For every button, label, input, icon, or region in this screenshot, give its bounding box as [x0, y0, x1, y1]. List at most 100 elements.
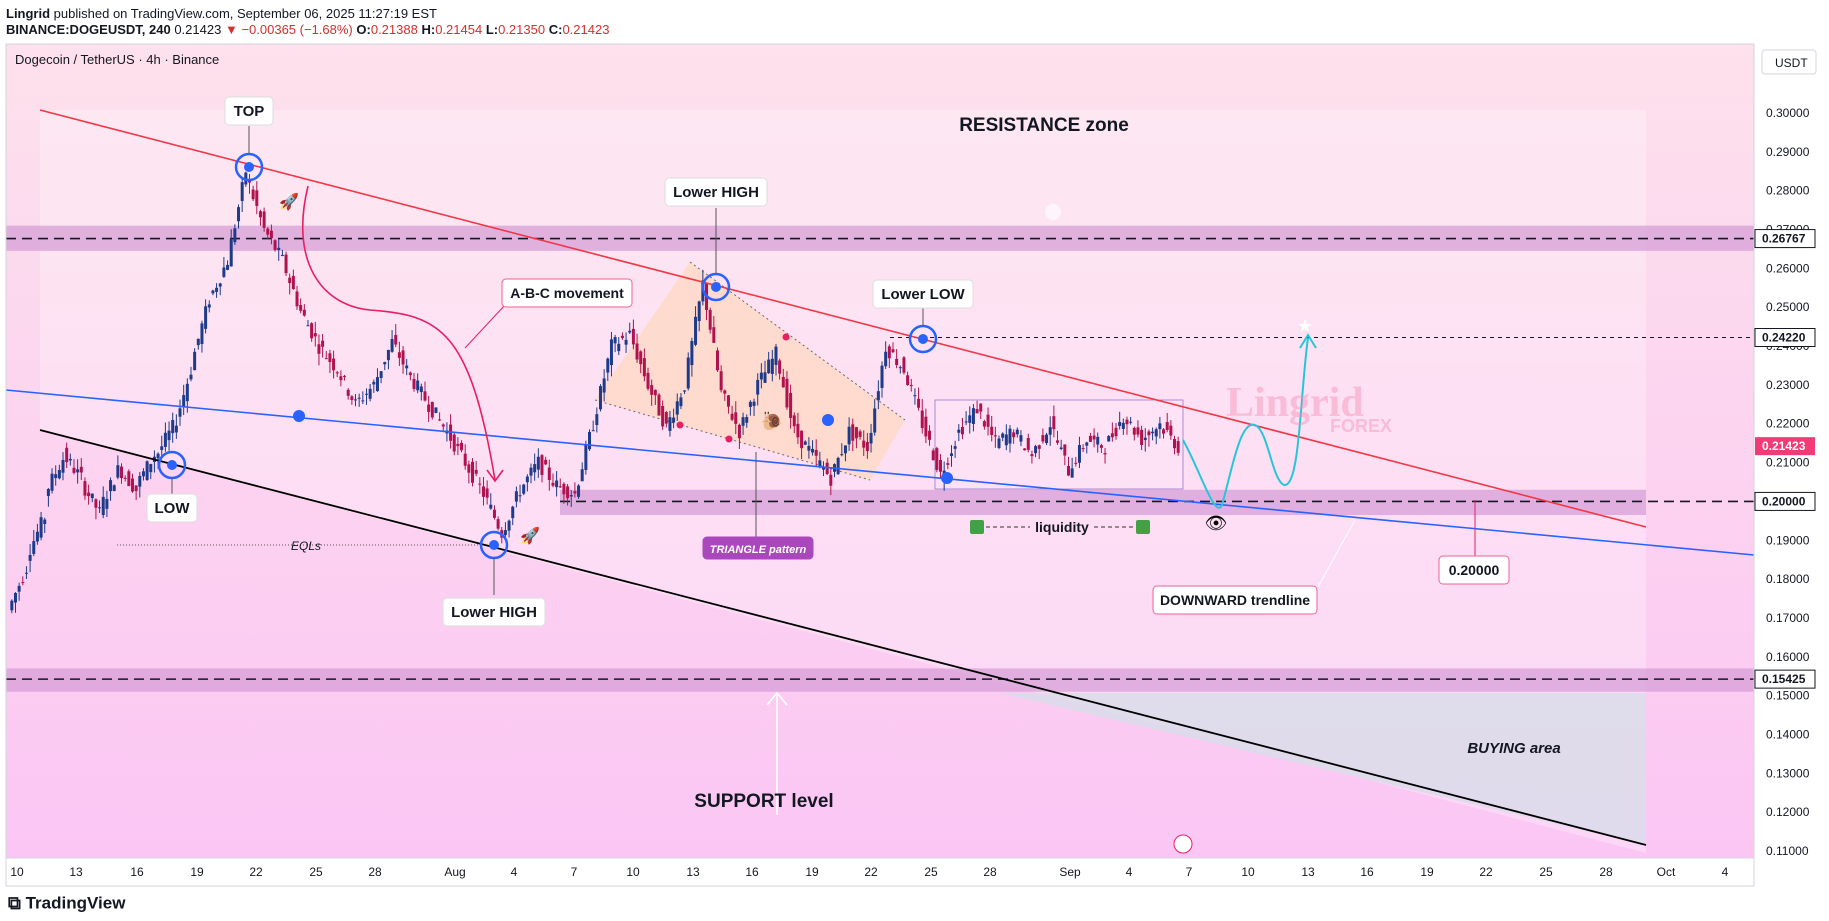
candle-body	[544, 459, 548, 465]
price-callout-label-box	[1438, 555, 1510, 585]
low-label-box	[146, 493, 198, 523]
candle-body	[1096, 436, 1100, 445]
symbol-label: BINANCE:DOGEUSDT, 240	[6, 22, 171, 37]
x-tick-label: 10	[10, 865, 24, 879]
time-axis-panel[interactable]	[6, 858, 1754, 886]
y-tick-label: 0.25000	[1766, 300, 1810, 314]
candle-body	[1151, 431, 1155, 434]
pivot-dot	[782, 333, 790, 341]
y-tick-label: 0.22000	[1766, 417, 1810, 431]
candle-body	[613, 337, 617, 344]
lower-high-label-1-text: Lower HIGH	[673, 184, 759, 201]
x-tick-label: 7	[571, 865, 578, 879]
eye-icon: 👁	[1205, 513, 1228, 533]
author-name[interactable]: Lingrid	[6, 6, 51, 21]
zone-support	[6, 668, 1754, 692]
candle-body	[215, 287, 219, 292]
candle-body	[920, 410, 924, 429]
candle-body	[160, 446, 164, 450]
triangle-label-text: TRIANGLE pattern	[710, 544, 807, 556]
candle-body	[1114, 427, 1118, 437]
candle-body	[258, 211, 262, 218]
candle-body	[229, 239, 233, 267]
candle-body	[1169, 425, 1173, 436]
candle-body	[496, 519, 500, 529]
candle-body	[222, 267, 226, 277]
tradingview-logo[interactable]: ⧉ TradingView	[8, 893, 125, 914]
candle-body	[226, 264, 230, 270]
candle-body	[492, 509, 496, 518]
candle-body	[964, 421, 968, 423]
x-tick-label: 10	[1241, 865, 1255, 879]
x-tick-label: 22	[1479, 865, 1493, 879]
candle-body	[800, 430, 804, 449]
price-callout-label-text: 0.20000	[1449, 562, 1500, 578]
plot-frame	[5, 43, 1755, 887]
eqls-label: EQLs	[291, 539, 321, 553]
candle-body	[123, 477, 127, 479]
candle-body	[869, 432, 873, 444]
abc-label-text: A-B-C movement	[510, 285, 624, 301]
currency-button[interactable]	[1761, 49, 1817, 75]
low-label-text: LOW	[155, 500, 191, 517]
top-label-text: TOP	[234, 103, 265, 120]
candle-body	[518, 495, 522, 497]
lightning-icon	[1173, 834, 1193, 854]
chart-header: Lingrid published on TradingView.com, Se…	[0, 0, 1829, 40]
watermark-main: Lingrid	[1226, 380, 1364, 426]
candle-body	[397, 352, 401, 358]
candle-body	[39, 517, 43, 538]
channel-shading	[40, 110, 1646, 853]
x-tick-label: 28	[368, 865, 382, 879]
abc-callout-line	[464, 304, 506, 349]
candle-body	[32, 541, 36, 554]
candle-body	[120, 466, 124, 479]
candle-body	[891, 349, 895, 353]
chart-title: Dogecoin / TetherUS · 4h · Binance	[15, 52, 219, 67]
candle-body	[1012, 432, 1016, 438]
candle-body	[635, 343, 639, 360]
down-arrow-icon: ▼	[224, 22, 238, 37]
candle-body	[35, 531, 39, 542]
x-tick-label: Sep	[1059, 865, 1081, 879]
candle-body	[690, 341, 694, 366]
candle-body	[997, 438, 1001, 448]
y-tick-label: 0.19000	[1766, 533, 1810, 547]
candle-body	[551, 482, 555, 486]
swing-dot	[167, 460, 177, 470]
candle-body	[1077, 444, 1081, 463]
candle-body	[54, 474, 58, 479]
y-tick-label: 0.16000	[1766, 650, 1810, 664]
candle-body	[269, 230, 273, 239]
candle-body	[471, 461, 475, 483]
candle-body	[745, 417, 749, 423]
candle-body	[1026, 438, 1030, 450]
candle-body	[280, 254, 284, 256]
candle-body	[953, 446, 957, 449]
candle-body	[1019, 435, 1023, 442]
candle-body	[752, 401, 756, 406]
candle-body	[485, 488, 489, 498]
touch-dot	[822, 414, 834, 426]
candle-body	[862, 440, 866, 448]
last-price: 0.21423	[174, 22, 222, 37]
candle-body	[112, 485, 116, 492]
watermark-sub: FOREX	[1330, 416, 1392, 436]
candle-body	[390, 339, 394, 352]
candle-body	[533, 464, 537, 473]
candle-body	[811, 448, 815, 453]
lower-high-label-2-box	[442, 597, 546, 627]
y-axis: 0.300000.290000.280000.270000.260000.250…	[1754, 106, 1816, 858]
price-level-tag	[1754, 669, 1816, 689]
candle-body	[540, 455, 544, 475]
candle-body	[427, 404, 431, 412]
candle-body	[196, 338, 200, 346]
high-value: 0.21454	[435, 22, 483, 37]
candle-body	[1008, 428, 1012, 444]
candle-body	[401, 350, 405, 365]
candle-body	[511, 506, 515, 519]
candle-body	[840, 454, 844, 456]
x-tick-label: 25	[924, 865, 938, 879]
candle-body	[105, 499, 109, 509]
